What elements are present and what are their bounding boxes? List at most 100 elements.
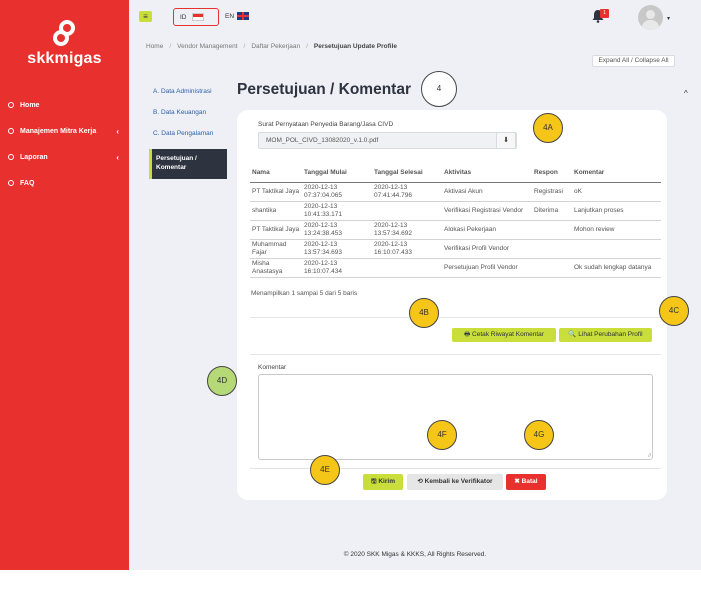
language-id-selector[interactable]: ID	[173, 8, 219, 26]
komentar-label: Komentar	[258, 364, 287, 371]
file-label: Surat Pernyataan Penyedia Barang/Jasa CI…	[258, 121, 394, 128]
cell-aktivitas: Aktivasi Akun	[442, 182, 532, 202]
divider	[250, 354, 661, 355]
callout-4e: 4E	[310, 455, 340, 485]
logo-mark-icon	[52, 20, 75, 46]
submit-button[interactable]: 🖫 Kirim	[363, 474, 403, 490]
table-row: Muhammad Fajar 2020-12-13 13:57:34.693 2…	[250, 239, 661, 259]
callout-4d: 4D	[207, 366, 237, 396]
view-profile-changes-button[interactable]: 🔍 Lihat Perubahan Profil	[559, 328, 652, 342]
avatar[interactable]	[638, 5, 663, 30]
sidebar-item-home[interactable]: Home	[0, 92, 129, 118]
cell-nama: Misha Anastasya	[250, 258, 302, 278]
download-button[interactable]: ⬇	[496, 132, 516, 149]
download-icon: ⬇	[503, 137, 509, 144]
cell-tanggal-mulai: 2020-12-13 07:37:04.065	[302, 182, 372, 202]
cell-respon	[532, 239, 572, 259]
cell-nama: PT Taktikal Jaya	[250, 220, 302, 240]
notification-bell-icon[interactable]: 1	[591, 9, 609, 25]
expand-collapse-all-button[interactable]: Expand All / Collapse All	[592, 55, 675, 67]
col-header-tanggal-selesai[interactable]: Tanggal Selesai	[372, 164, 442, 183]
print-comment-history-button[interactable]: 🖶 Cetak Riwayat Komentar	[452, 328, 556, 342]
sidebar-item-label: Home	[20, 101, 40, 109]
sidebar-item-faq[interactable]: FAQ	[0, 170, 129, 196]
cell-aktivitas: Persetujuan Profil Vendor	[442, 258, 532, 278]
cell-nama: shantika	[250, 201, 302, 221]
cell-tanggal-selesai: 2020-12-13 07:41:44.796	[372, 182, 442, 202]
sidebar: skkmigas Home Manajemen Mitra Kerja ‹ La…	[0, 0, 129, 570]
breadcrumb-separator: /	[306, 43, 308, 50]
cell-nama: PT Taktikal Jaya	[250, 182, 302, 202]
chevron-left-icon: ‹	[116, 126, 119, 136]
return-to-verifier-button[interactable]: ⟲ Kembali ke Verifikator	[407, 474, 503, 490]
cell-tanggal-mulai: 2020-12-13 13:24:38.453	[302, 220, 372, 240]
cell-aktivitas: Verifikasi Profil Vendor	[442, 239, 532, 259]
breadcrumb-vendor-management[interactable]: Vendor Management	[177, 43, 238, 50]
breadcrumb-daftar-pekerjaan[interactable]: Daftar Pekerjaan	[251, 43, 301, 50]
komentar-textarea[interactable]	[258, 374, 653, 460]
breadcrumb-home[interactable]: Home	[146, 43, 164, 50]
callout-4c: 4C	[659, 296, 689, 326]
footer: © 2020 SKK Migas & KKKS, All Rights Rese…	[343, 551, 487, 558]
sidebar-item-label: Laporan	[20, 153, 48, 161]
table-row: PT Taktikal Jaya 2020-12-13 13:24:38.453…	[250, 220, 661, 240]
table-row: PT Taktikal Jaya 2020-12-13 07:37:04.065…	[250, 182, 661, 202]
breadcrumb-current: Persetujuan Update Profile	[313, 43, 397, 50]
col-header-komentar[interactable]: Komentar	[572, 164, 661, 183]
col-header-aktivitas[interactable]: Aktivitas	[442, 164, 532, 183]
file-name-field: MOM_POL_CIVD_13082020_v.1.0.pdf	[258, 132, 517, 149]
col-header-respon[interactable]: Respon	[532, 164, 572, 183]
menu-toggle-icon[interactable]: ≡	[139, 11, 152, 22]
callout-4f: 4F	[427, 420, 457, 450]
table-row: shantika 2020-12-13 10:41:33.171 Verifik…	[250, 201, 661, 221]
cell-tanggal-mulai: 2020-12-13 10:41:33.171	[302, 201, 372, 221]
cell-komentar	[572, 239, 661, 259]
pagination-info: Menampilkan 1 sampai 5 dari 5 baris	[251, 290, 358, 297]
chevron-down-icon[interactable]: ▾	[667, 16, 671, 22]
sidebar-item-laporan[interactable]: Laporan ‹	[0, 144, 129, 170]
cell-nama: Muhammad Fajar	[250, 239, 302, 259]
step-data-keuangan[interactable]: B. Data Keuangan	[153, 109, 207, 116]
divider	[250, 317, 661, 318]
cell-aktivitas: Verifikasi Registrasi Vendor	[442, 201, 532, 221]
breadcrumb: Home / Vendor Management / Daftar Pekerj…	[146, 43, 397, 50]
cell-aktivitas: Alokasi Pekerjaan	[442, 220, 532, 240]
chevron-up-icon[interactable]: ^	[684, 89, 688, 98]
cell-komentar: Lanjutkan proses	[572, 201, 661, 221]
cell-respon	[532, 258, 572, 278]
sidebar-item-label: Manajemen Mitra Kerja	[20, 127, 97, 135]
language-id-label: ID	[180, 13, 187, 21]
callout-4g: 4G	[524, 420, 554, 450]
cancel-button[interactable]: ✖ Batal	[506, 474, 546, 490]
logo[interactable]: skkmigas	[0, 18, 129, 68]
step-persetujuan-komentar[interactable]: Persetujuan / Komentar	[149, 149, 227, 179]
circle-icon	[8, 128, 14, 134]
callout-4: 4	[421, 71, 457, 107]
step-data-administrasi[interactable]: A. Data Administrasi	[153, 88, 212, 95]
cell-respon: Diterima	[532, 201, 572, 221]
sidebar-item-label: FAQ	[20, 179, 35, 187]
breadcrumb-separator: /	[169, 43, 172, 50]
flag-uk-icon	[237, 12, 250, 20]
comment-history-table: Nama Tanggal Mulai Tanggal Selesai Aktiv…	[250, 164, 661, 278]
cell-tanggal-mulai: 2020-12-13 13:57:34.693	[302, 239, 372, 259]
divider	[250, 468, 661, 469]
cell-tanggal-selesai	[372, 258, 442, 278]
step-data-pengalaman[interactable]: C. Data Pengalaman	[153, 130, 214, 137]
cell-komentar: Ok sudah lengkap datanya	[572, 258, 661, 278]
topbar: ≡ ID EN 1 ▾	[129, 0, 701, 36]
main-area: ≡ ID EN 1 ▾ Home / Vendor Management / D…	[129, 0, 701, 570]
cell-tanggal-mulai: 2020-12-13 16:10:07.434	[302, 258, 372, 278]
sidebar-item-manajemen-mitra-kerja[interactable]: Manajemen Mitra Kerja ‹	[0, 118, 129, 144]
col-header-tanggal-mulai[interactable]: Tanggal Mulai	[302, 164, 372, 183]
language-en-selector[interactable]: EN	[225, 12, 250, 20]
language-en-label: EN	[225, 12, 235, 20]
cell-respon: Registrasi	[532, 182, 572, 202]
table-row: Misha Anastasya 2020-12-13 16:10:07.434 …	[250, 258, 661, 278]
callout-4a: 4A	[533, 113, 563, 143]
question-icon	[8, 180, 14, 186]
cell-tanggal-selesai: 2020-12-13 16:10:07.433	[372, 239, 442, 259]
breadcrumb-separator: /	[243, 43, 246, 50]
col-header-nama[interactable]: Nama	[250, 164, 302, 183]
cell-komentar: oK	[572, 182, 661, 202]
